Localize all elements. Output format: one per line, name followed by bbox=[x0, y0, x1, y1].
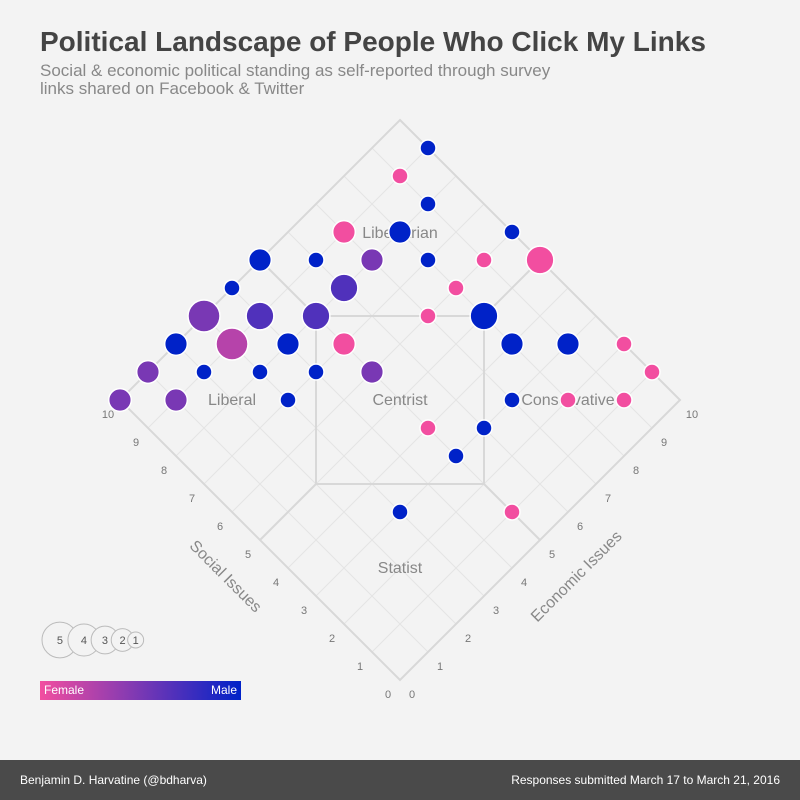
footer-right: Responses submitted March 17 to March 21… bbox=[511, 773, 780, 787]
subtitle: links shared on Facebook & Twitter bbox=[40, 79, 305, 98]
footer-left: Benjamin D. Harvatine (@bdharva) bbox=[20, 773, 207, 787]
x-tick-label: 5 bbox=[549, 549, 555, 561]
point bbox=[525, 245, 555, 275]
centrist-box bbox=[315, 315, 485, 485]
point bbox=[615, 335, 633, 353]
region-label: Statist bbox=[378, 560, 423, 577]
y-tick-label: 1 bbox=[357, 661, 363, 673]
size-legend-circle bbox=[127, 631, 145, 649]
x-tick-label: 1 bbox=[437, 661, 443, 673]
size-legend-label: 2 bbox=[119, 635, 125, 647]
point bbox=[447, 447, 465, 465]
point bbox=[279, 391, 297, 409]
point bbox=[615, 391, 633, 409]
point bbox=[419, 251, 437, 269]
point bbox=[359, 247, 385, 273]
point bbox=[223, 279, 241, 297]
grid-line bbox=[203, 315, 485, 597]
point bbox=[359, 359, 385, 385]
point bbox=[559, 391, 577, 409]
chart-title: Political Landscape of People Who Click … bbox=[40, 26, 706, 57]
point bbox=[503, 223, 521, 241]
point bbox=[391, 167, 409, 185]
y-tick-label: 2 bbox=[329, 633, 335, 645]
x-tick-label: 7 bbox=[605, 493, 611, 505]
point bbox=[419, 307, 437, 325]
x-tick-label: 2 bbox=[465, 633, 471, 645]
point bbox=[555, 331, 581, 357]
subtitle: Social & economic political standing as … bbox=[40, 61, 551, 80]
point bbox=[503, 391, 521, 409]
point bbox=[643, 363, 661, 381]
y-tick-label: 7 bbox=[189, 493, 195, 505]
point bbox=[503, 503, 521, 521]
point bbox=[163, 331, 189, 357]
x-tick-label: 8 bbox=[633, 465, 639, 477]
size-legend-label: 1 bbox=[133, 635, 139, 647]
y-tick-label: 5 bbox=[245, 549, 251, 561]
point bbox=[275, 331, 301, 357]
grid-line bbox=[315, 203, 597, 485]
point bbox=[447, 279, 465, 297]
point bbox=[301, 301, 331, 331]
y-tick-label: 6 bbox=[217, 521, 223, 533]
x-tick-label: 0 bbox=[409, 689, 415, 701]
point bbox=[419, 195, 437, 213]
y-tick-label: 10 bbox=[102, 409, 114, 421]
point bbox=[215, 327, 249, 361]
x-tick-label: 3 bbox=[493, 605, 499, 617]
color-legend-bar bbox=[40, 681, 241, 700]
size-legend-label: 4 bbox=[81, 635, 87, 647]
size-legend-label: 5 bbox=[57, 635, 63, 647]
region-label: Centrist bbox=[372, 392, 428, 409]
point bbox=[469, 301, 499, 331]
size-legend-label: 3 bbox=[102, 635, 108, 647]
point bbox=[387, 219, 413, 245]
point bbox=[419, 139, 437, 157]
point bbox=[187, 299, 221, 333]
y-tick-label: 0 bbox=[385, 689, 391, 701]
point bbox=[331, 331, 357, 357]
point bbox=[307, 251, 325, 269]
point bbox=[419, 419, 437, 437]
footer bbox=[0, 760, 800, 800]
point bbox=[195, 363, 213, 381]
grid-line bbox=[231, 287, 513, 569]
y-tick-label: 3 bbox=[301, 605, 307, 617]
point bbox=[329, 273, 359, 303]
x-tick-label: 4 bbox=[521, 577, 527, 589]
point bbox=[475, 251, 493, 269]
point bbox=[331, 219, 357, 245]
point bbox=[163, 387, 189, 413]
y-tick-label: 4 bbox=[273, 577, 279, 589]
point bbox=[475, 419, 493, 437]
point bbox=[245, 301, 275, 331]
point bbox=[247, 247, 273, 273]
color-legend-label: Male bbox=[211, 683, 237, 697]
y-tick-label: 8 bbox=[161, 465, 167, 477]
points bbox=[107, 139, 661, 521]
divider bbox=[259, 483, 317, 541]
point bbox=[107, 387, 133, 413]
point bbox=[391, 503, 409, 521]
y-tick-label: 9 bbox=[133, 437, 139, 449]
x-tick-label: 6 bbox=[577, 521, 583, 533]
color-legend-label: Female bbox=[44, 683, 84, 697]
point bbox=[307, 363, 325, 381]
x-tick-label: 10 bbox=[686, 409, 698, 421]
point bbox=[251, 363, 269, 381]
point bbox=[499, 331, 525, 357]
x-tick-label: 9 bbox=[661, 437, 667, 449]
region-label: Liberal bbox=[208, 392, 256, 409]
point bbox=[135, 359, 161, 385]
